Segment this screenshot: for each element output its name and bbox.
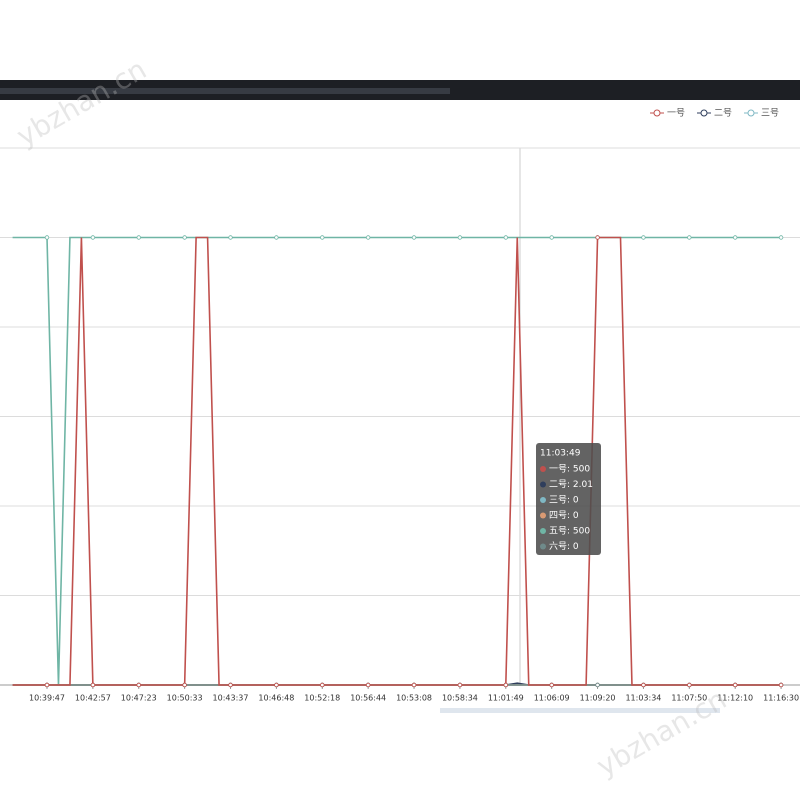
data-point	[641, 235, 646, 240]
tooltip-item: 六号: 0	[549, 540, 579, 552]
data-point	[365, 235, 371, 240]
data-point	[320, 682, 325, 688]
legend-label: 一号	[667, 108, 685, 119]
data-point	[182, 682, 187, 688]
data-point	[595, 682, 600, 688]
legend-marker	[747, 109, 755, 117]
data-point	[503, 235, 508, 240]
data-point	[641, 682, 646, 688]
data-point	[44, 235, 50, 240]
data-point	[90, 682, 96, 688]
data-point	[457, 682, 463, 688]
data-point	[778, 682, 784, 688]
x-tick-label: 10:53:08	[396, 694, 432, 703]
data-point	[136, 235, 141, 240]
x-tick-label: 10:47:23	[121, 694, 157, 703]
tooltip-dot	[540, 543, 546, 550]
data-point	[733, 235, 738, 240]
data-point	[503, 682, 508, 688]
tooltip-item: 二号: 2.01	[549, 479, 593, 490]
data-point	[549, 235, 554, 240]
data-point	[595, 235, 600, 240]
data-point	[687, 682, 692, 688]
x-tick-label: 10:52:18	[304, 694, 340, 703]
x-tick-label: 11:09:20	[580, 694, 616, 703]
x-tick-label: 10:56:44	[350, 694, 386, 703]
x-tick-label: 11:01:49	[488, 694, 524, 703]
scroll-bar	[440, 708, 720, 713]
legend-label: 三号	[761, 108, 779, 119]
legend-marker	[700, 109, 708, 117]
data-point	[228, 235, 233, 240]
data-point	[90, 235, 96, 240]
title-bar-blur	[0, 88, 450, 94]
data-point	[182, 235, 187, 240]
x-tick-label: 11:06:09	[534, 694, 570, 703]
legend-marker	[653, 109, 661, 117]
data-point	[320, 235, 325, 240]
data-point	[733, 682, 738, 688]
tooltip-item: 一号: 500	[549, 464, 590, 475]
x-tick-label: 11:07:50	[671, 694, 707, 703]
legend-label: 二号	[714, 108, 732, 119]
chart-panel	[0, 100, 800, 715]
data-point	[411, 682, 417, 688]
data-point	[778, 235, 784, 240]
data-point	[136, 682, 141, 688]
tooltip-dot	[540, 497, 546, 503]
data-point	[457, 235, 463, 240]
data-point	[274, 235, 279, 240]
data-point	[274, 682, 279, 688]
x-tick-label: 10:42:57	[75, 694, 111, 703]
x-tick-label: 10:50:33	[167, 694, 203, 703]
tooltip-item: 五号: 500	[549, 526, 590, 537]
data-point	[411, 235, 417, 240]
tooltip-item: 三号: 0	[549, 495, 579, 506]
tooltip-item: 四号: 0	[549, 510, 579, 521]
tooltip-title: 11:03:49	[540, 449, 581, 459]
data-point	[228, 682, 233, 688]
tooltip-dot	[540, 512, 546, 519]
tooltip: 11:03:49 一号: 500 二号: 2.01 三号: 0 四号: 0 五号: 500…	[536, 443, 601, 555]
x-tick-label: 10:43:37	[213, 694, 249, 703]
tooltip-dot	[540, 481, 546, 488]
x-tick-label: 10:39:47	[29, 694, 65, 703]
x-tick-label: 11:16:30	[763, 694, 799, 703]
x-tick-label: 11:03:34	[625, 694, 661, 703]
tooltip-dot	[540, 528, 546, 534]
tooltip-dot	[540, 466, 546, 472]
x-tick-label: 11:12:10	[717, 694, 753, 703]
tooltip-box	[536, 443, 601, 555]
data-point	[44, 682, 50, 688]
x-tick-label: 10:46:48	[258, 694, 294, 703]
data-point	[549, 682, 554, 688]
data-point	[365, 682, 371, 688]
x-tick-label: 10:58:34	[442, 694, 478, 703]
data-point	[687, 235, 692, 240]
